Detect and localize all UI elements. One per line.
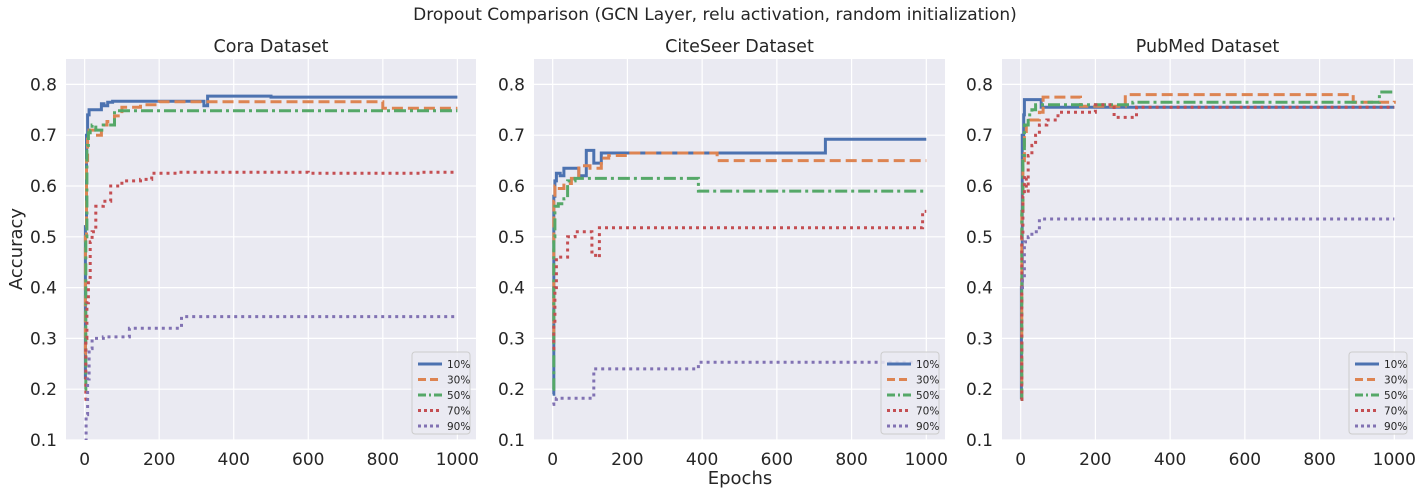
- plot-area: [66, 59, 476, 440]
- x-tick-label: 600: [1229, 450, 1261, 470]
- legend-label: 30%: [1384, 375, 1407, 387]
- series-line-30pct: [552, 151, 927, 340]
- y-tick-label: 0.2: [498, 380, 525, 400]
- legend-label: 50%: [447, 390, 470, 402]
- x-tick-label: 400: [1154, 450, 1186, 470]
- legend-frame: [1348, 351, 1408, 435]
- x-tick-label: 0: [547, 450, 558, 470]
- series-line-50pct: [84, 109, 458, 391]
- y-tick-label: 0.1: [966, 431, 993, 451]
- legend: 10% 30% 50% 70% 90%: [1348, 351, 1408, 435]
- legend-label: 30%: [916, 375, 939, 387]
- legend-label: 90%: [916, 421, 939, 433]
- subplot-title: Cora Dataset: [214, 37, 329, 57]
- y-tick-label: 0.3: [30, 329, 57, 349]
- x-tick-label: 400: [686, 450, 718, 470]
- x-tick-label: 600: [761, 450, 793, 470]
- series-lines: [1019, 90, 1396, 401]
- subplot-panels: 0 200 400 600 800 1000 0.1 0.2 0.3 0.4 0.5 0.6 0.7 0.…: [30, 37, 1416, 470]
- x-tick-label: 200: [1079, 450, 1111, 470]
- subplot-0: 0 200 400 600 800 1000 0.1 0.2 0.3 0.4 0.5 0.6 0.7 0.…: [30, 37, 479, 470]
- y-tick-label: 0.6: [498, 177, 525, 197]
- legend: 10% 30% 50% 70% 90%: [880, 351, 940, 435]
- series-lines: [552, 137, 927, 406]
- subplot-title: CiteSeer Dataset: [665, 37, 814, 57]
- y-tick-label: 0.8: [30, 75, 57, 95]
- x-tick-label: 1000: [1373, 450, 1416, 470]
- legend-label: 10%: [916, 359, 939, 371]
- y-tick-label: 0.5: [30, 228, 57, 248]
- y-tick-label: 0.8: [966, 75, 993, 95]
- y-tick-label: 0.2: [966, 380, 993, 400]
- y-tick-label: 0.6: [966, 177, 993, 197]
- y-tick-label: 0.8: [498, 75, 525, 95]
- y-tick-label: 0.5: [966, 228, 993, 248]
- series-lines: [83, 94, 458, 440]
- legend-frame: [880, 351, 940, 435]
- legend-label: 30%: [447, 375, 470, 387]
- figure-suptitle: Dropout Comparison (GCN Layer, relu acti…: [413, 5, 1017, 25]
- plot-area: [534, 59, 945, 440]
- y-tick-label: 0.4: [30, 279, 57, 299]
- x-tick-label: 800: [835, 450, 867, 470]
- y-axis-label: Accuracy: [6, 208, 27, 291]
- y-tick-label: 0.7: [30, 126, 57, 146]
- x-tick-label: 1000: [436, 450, 479, 470]
- y-tick-label: 0.2: [30, 380, 57, 400]
- series-line-70pct: [552, 209, 927, 351]
- legend: 10% 30% 50% 70% 90%: [411, 351, 471, 435]
- legend-label: 70%: [1384, 406, 1407, 418]
- legend-label: 50%: [916, 390, 939, 402]
- legend-label: 70%: [916, 406, 939, 418]
- x-tick-label: 800: [1303, 450, 1335, 470]
- y-tick-label: 0.7: [966, 126, 993, 146]
- legend-label: 10%: [447, 359, 470, 371]
- x-tick-label: 200: [611, 450, 643, 470]
- subplot-title: PubMed Dataset: [1136, 37, 1280, 57]
- legend-label: 90%: [447, 421, 470, 433]
- y-tick-label: 0.1: [498, 431, 525, 451]
- y-tick-label: 0.7: [498, 126, 525, 146]
- y-tick-label: 0.3: [966, 329, 993, 349]
- series-line-90pct: [1020, 217, 1395, 290]
- x-tick-label: 0: [1015, 450, 1026, 470]
- legend-label: 10%: [1384, 359, 1407, 371]
- subplot-1: 0 200 400 600 800 1000 0.1 0.2 0.3 0.4 0.5 0.6 0.7 0.…: [498, 37, 948, 470]
- y-tick-label: 0.4: [966, 279, 993, 299]
- series-line-70pct: [84, 170, 458, 401]
- x-tick-label: 200: [143, 450, 175, 470]
- series-line-90pct: [84, 315, 458, 440]
- plot-area: [1002, 59, 1413, 440]
- legend-label: 70%: [447, 406, 470, 418]
- x-tick-label: 800: [367, 450, 399, 470]
- y-tick-label: 0.5: [498, 228, 525, 248]
- series-line-50pct: [552, 176, 927, 391]
- x-tick-label: 0: [79, 450, 90, 470]
- legend-label: 50%: [1384, 390, 1407, 402]
- x-axis-label: Epochs: [708, 468, 773, 489]
- series-line-70pct: [1020, 103, 1395, 401]
- x-tick-label: 600: [292, 450, 324, 470]
- y-tick-label: 0.1: [30, 431, 57, 451]
- y-tick-label: 0.3: [498, 329, 525, 349]
- legend-frame: [411, 351, 471, 435]
- series-line-10pct: [83, 94, 458, 381]
- y-tick-label: 0.6: [30, 177, 57, 197]
- x-tick-label: 1000: [905, 450, 948, 470]
- y-tick-label: 0.4: [498, 279, 525, 299]
- legend-label: 90%: [1384, 421, 1407, 433]
- x-tick-label: 400: [218, 450, 250, 470]
- subplot-2: 0 200 400 600 800 1000 0.1 0.2 0.3 0.4 0.5 0.6 0.7 0.…: [966, 37, 1416, 470]
